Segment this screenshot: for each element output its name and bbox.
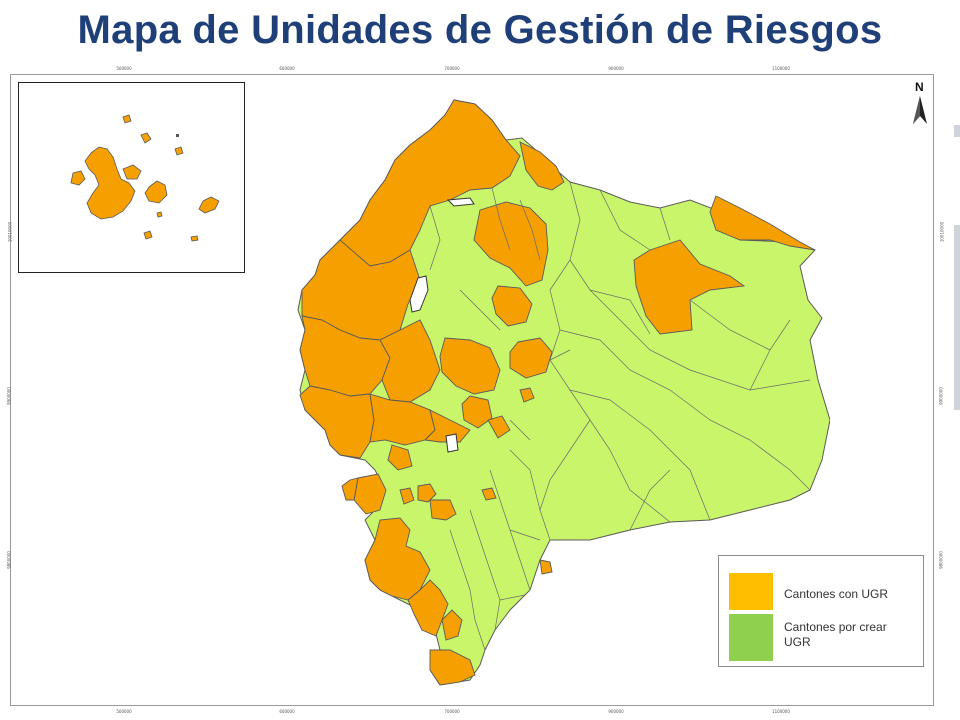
tick-label: 600000	[279, 66, 295, 71]
galapagos-islands	[70, 114, 220, 242]
galapagos-inset-map	[18, 82, 245, 273]
ecuador-cantons	[297, 99, 831, 686]
tick-label: 900000	[608, 709, 624, 714]
tick-label: 700000	[444, 709, 460, 714]
edge-stripe	[954, 125, 960, 137]
tick-label: 10010000	[7, 221, 13, 243]
north-arrow: N	[905, 80, 935, 126]
tick-label: 1100000	[772, 709, 790, 714]
tick-label: 600000	[279, 709, 295, 714]
tick-label: 500000	[116, 709, 132, 714]
north-arrow-icon	[913, 96, 927, 124]
map-legend: Cantones con UGR Cantones por crear UGR	[718, 555, 924, 667]
tick-label: 9900000	[938, 387, 944, 405]
page-title: Mapa de Unidades de Gestión de Riesgos	[77, 8, 883, 52]
tick-label: 900000	[608, 66, 624, 71]
tick-label: 9800000	[938, 551, 944, 569]
legend-label-to-create: Cantones por crear UGR	[784, 620, 887, 649]
regions-no-data	[409, 197, 475, 453]
legend-swatch-with-ugr	[729, 573, 773, 610]
canton-boundaries	[429, 181, 811, 651]
north-label: N	[915, 80, 924, 94]
tick-label: 9800000	[6, 551, 12, 569]
legend-label-with-ugr: Cantones con UGR	[784, 587, 889, 601]
tick-label: 700000	[444, 66, 460, 71]
tick-label: 9900000	[6, 387, 12, 405]
ecuador-map	[270, 90, 831, 690]
tick-label: 10010000	[939, 221, 945, 243]
tick-label: 1100000	[772, 66, 790, 71]
edge-stripe	[954, 225, 960, 410]
legend-swatch-to-create	[729, 614, 773, 661]
regions-with-ugr	[299, 99, 816, 686]
tick-label: 500000	[116, 66, 132, 71]
